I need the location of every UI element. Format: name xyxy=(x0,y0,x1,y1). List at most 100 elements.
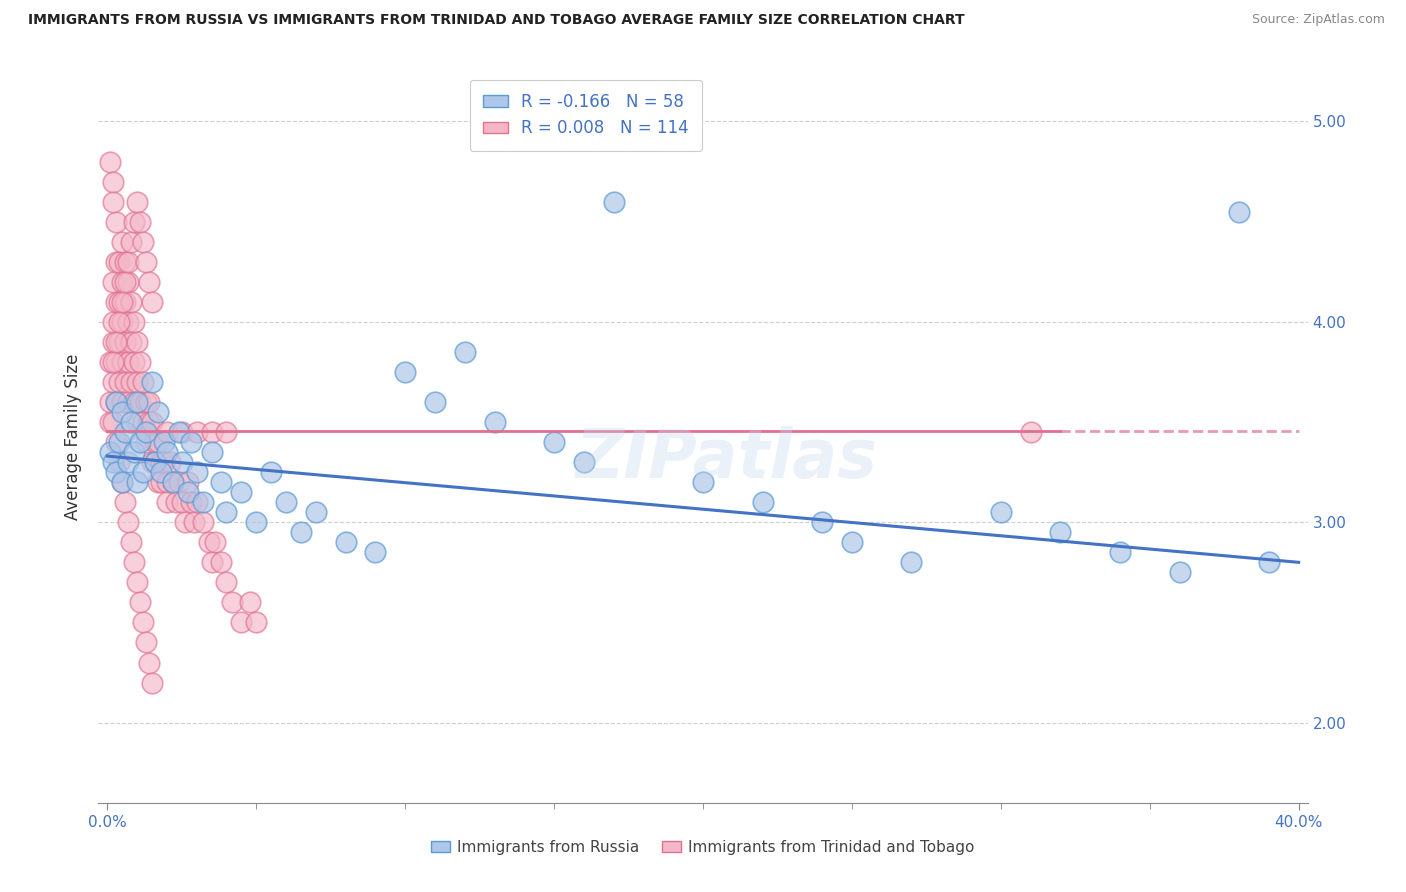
Point xyxy=(186,425,208,439)
Point xyxy=(127,395,149,409)
Point xyxy=(180,435,202,450)
Point xyxy=(231,485,253,500)
Point xyxy=(170,495,193,509)
Point xyxy=(103,175,125,189)
Point xyxy=(111,475,134,490)
Text: ZIPatlas: ZIPatlas xyxy=(576,426,879,492)
Point xyxy=(138,656,160,670)
Point xyxy=(692,475,714,490)
Text: IMMIGRANTS FROM RUSSIA VS IMMIGRANTS FROM TRINIDAD AND TOBAGO AVERAGE FAMILY SIZ: IMMIGRANTS FROM RUSSIA VS IMMIGRANTS FRO… xyxy=(28,13,965,28)
Point xyxy=(129,355,152,369)
Point xyxy=(127,415,149,429)
Point xyxy=(98,445,121,459)
Point xyxy=(105,395,128,409)
Point xyxy=(149,475,172,490)
Point xyxy=(129,395,152,409)
Point xyxy=(111,395,134,409)
Point xyxy=(221,595,243,609)
Point xyxy=(215,425,238,439)
Point xyxy=(170,455,193,469)
Point xyxy=(111,275,134,289)
Point xyxy=(103,455,125,469)
Point xyxy=(156,475,179,490)
Point xyxy=(811,515,834,529)
Point xyxy=(1049,525,1071,540)
Point xyxy=(120,535,142,549)
Point xyxy=(159,455,181,469)
Point xyxy=(260,465,283,479)
Point xyxy=(108,315,131,329)
Point xyxy=(114,375,136,389)
Point xyxy=(127,575,149,590)
Point xyxy=(103,375,125,389)
Point xyxy=(143,455,166,469)
Point xyxy=(191,515,214,529)
Point xyxy=(335,535,357,549)
Point xyxy=(117,355,139,369)
Point xyxy=(103,275,125,289)
Point xyxy=(103,415,125,429)
Point xyxy=(900,555,922,569)
Point xyxy=(149,465,172,479)
Point xyxy=(572,455,595,469)
Point xyxy=(114,254,136,268)
Point xyxy=(122,555,145,569)
Point xyxy=(105,465,128,479)
Point xyxy=(120,415,142,429)
Point xyxy=(105,435,128,450)
Point xyxy=(141,455,163,469)
Point xyxy=(111,405,134,419)
Point xyxy=(141,375,163,389)
Point xyxy=(132,235,155,249)
Point xyxy=(122,214,145,228)
Point xyxy=(105,355,128,369)
Point xyxy=(364,545,387,559)
Point xyxy=(114,294,136,309)
Point xyxy=(114,495,136,509)
Point xyxy=(209,555,232,569)
Point xyxy=(132,375,155,389)
Point xyxy=(138,415,160,429)
Point xyxy=(132,465,155,479)
Point xyxy=(602,194,624,209)
Point xyxy=(108,375,131,389)
Point xyxy=(162,475,184,490)
Point xyxy=(105,334,128,349)
Point xyxy=(111,355,134,369)
Point xyxy=(197,535,219,549)
Point xyxy=(122,355,145,369)
Point xyxy=(245,515,267,529)
Point xyxy=(156,425,179,439)
Point xyxy=(114,425,136,439)
Point xyxy=(138,395,160,409)
Point xyxy=(135,425,157,439)
Point xyxy=(394,365,416,379)
Point xyxy=(173,515,195,529)
Point xyxy=(111,315,134,329)
Legend: Immigrants from Russia, Immigrants from Trinidad and Tobago: Immigrants from Russia, Immigrants from … xyxy=(425,834,981,861)
Point xyxy=(98,355,121,369)
Point xyxy=(1109,545,1132,559)
Point xyxy=(200,445,222,459)
Point xyxy=(141,415,163,429)
Point xyxy=(141,294,163,309)
Point xyxy=(149,455,172,469)
Point xyxy=(105,395,128,409)
Point xyxy=(183,515,205,529)
Point xyxy=(290,525,312,540)
Point xyxy=(231,615,253,630)
Point xyxy=(143,435,166,450)
Point xyxy=(120,294,142,309)
Point xyxy=(108,435,131,450)
Point xyxy=(200,425,222,439)
Point xyxy=(1257,555,1279,569)
Point xyxy=(129,595,152,609)
Point xyxy=(423,395,446,409)
Point xyxy=(841,535,863,549)
Point xyxy=(146,435,169,450)
Point xyxy=(120,235,142,249)
Point xyxy=(138,275,160,289)
Point xyxy=(135,635,157,649)
Point xyxy=(122,445,145,459)
Point xyxy=(98,395,121,409)
